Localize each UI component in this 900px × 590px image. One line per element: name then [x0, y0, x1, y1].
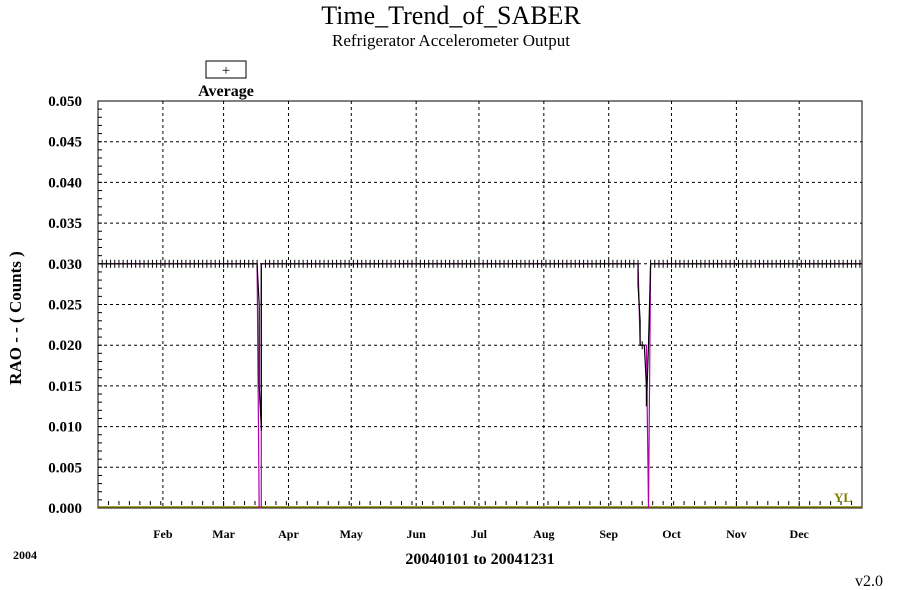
y-tick-label: 0.040 [48, 175, 82, 191]
series-line-average [98, 263, 862, 427]
x-tick-label: Sep [599, 527, 618, 541]
y-tick-label: 0.050 [48, 94, 82, 110]
y-tick-label: 0.015 [48, 379, 82, 395]
legend-symbol: + [222, 63, 230, 79]
x-tick-label: Jun [406, 527, 426, 541]
y-tick-label: 0.035 [48, 216, 82, 232]
x-tick-label: Jul [471, 527, 488, 541]
chart-title: Time_Trend_of_SABER [321, 1, 581, 30]
y-tick-label: 0.010 [48, 420, 82, 436]
x-tick-label: May [340, 527, 363, 541]
y-tick-label: 0.000 [48, 501, 82, 517]
plot-area: 0.000 0.005 0.010 0.015 0.020 0.025 0.030 0.035… [48, 94, 863, 541]
x-tick-label: Feb [153, 527, 173, 541]
legend-symbol-box [205, 60, 247, 79]
x-tick-label: Oct [662, 527, 681, 541]
y-tick-label: 0.020 [48, 338, 82, 354]
x-tick-label: Nov [726, 527, 747, 541]
y-tick-label: 0.025 [48, 298, 82, 314]
limit-label: YL [834, 490, 852, 505]
x-tick-label: Dec [790, 527, 810, 541]
y-tick-label: 0.045 [48, 135, 82, 151]
year-label: 2004 [13, 548, 37, 562]
x-tick-label: Aug [533, 527, 554, 541]
y-tick-label: 0.030 [48, 257, 82, 273]
x-tick-label: Mar [212, 527, 235, 541]
legend-label: Average [198, 83, 254, 100]
y-axis-label: RAO - - ( Counts ) [6, 251, 25, 385]
chart-subtitle: Refrigerator Accelerometer Output [332, 31, 570, 50]
x-tick-label: Apr [278, 527, 299, 541]
legend: + Average [198, 60, 254, 100]
y-tick-label: 0.005 [48, 460, 82, 476]
x-axis-label: 20040101 to 20041231 [405, 551, 554, 568]
version-label: v2.0 [855, 573, 883, 590]
